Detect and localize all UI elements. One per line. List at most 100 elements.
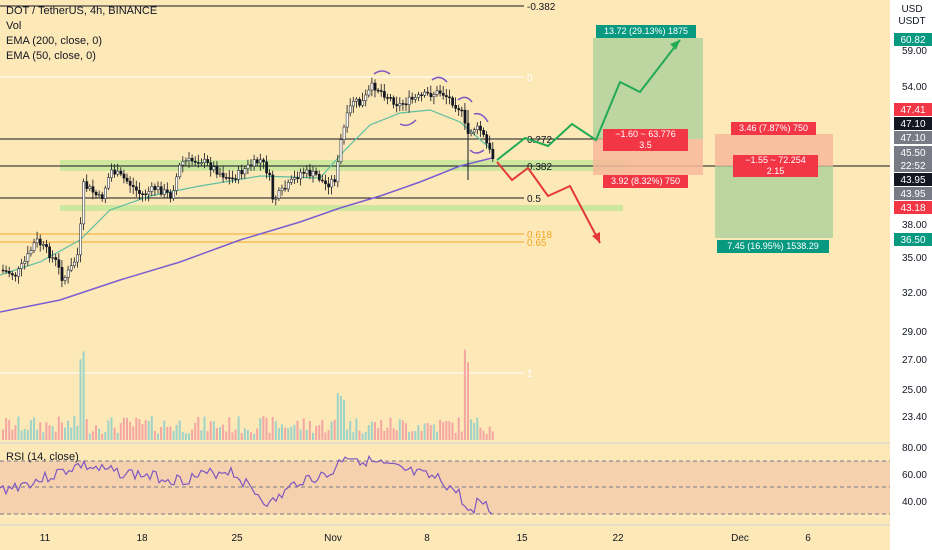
volume-bar: [206, 431, 209, 440]
ema200-legend[interactable]: EMA (200, close, 0): [6, 35, 102, 47]
fib-label: 1: [527, 369, 533, 380]
volume-bar: [153, 430, 156, 440]
fib-label: 0.5: [527, 194, 541, 205]
volume-bar: [290, 426, 293, 440]
volume-bar: [327, 429, 330, 440]
red-projection-arrow[interactable]: [496, 161, 601, 244]
volume-bar: [237, 416, 240, 440]
candle-body: [317, 174, 321, 181]
price-tick: 27.00: [902, 355, 927, 366]
volume-bar: [51, 426, 54, 440]
volume-bar: [439, 419, 442, 440]
ema50-legend[interactable]: EMA (50, close, 0): [6, 50, 96, 62]
volume-bar: [91, 431, 94, 440]
ema-200-line: [0, 157, 493, 313]
volume-bar: [405, 423, 407, 440]
time-axis[interactable]: 11 18 25 Nov 8 15 22 Dec 6: [40, 533, 811, 544]
candle-body: [255, 159, 259, 164]
volume-bar: [318, 425, 321, 440]
candle-body: [14, 274, 17, 277]
time-tick: 25: [231, 533, 243, 544]
price-badge: [894, 33, 932, 46]
volume-bar: [265, 417, 268, 440]
volume-bar: [172, 431, 175, 440]
candle-body: [249, 164, 253, 167]
volume-bar: [262, 416, 265, 440]
candle-body: [472, 129, 476, 133]
candle-body: [392, 97, 396, 105]
candle-body: [373, 82, 377, 91]
price-badge-label: 60.82: [900, 35, 925, 46]
candle-body: [116, 170, 120, 175]
green-projection-arrow[interactable]: [496, 39, 681, 161]
volume-bar: [178, 420, 181, 440]
candle-body: [410, 96, 414, 100]
volume-bar: [33, 417, 35, 440]
volume-bar: [20, 430, 23, 440]
volume-bar: [281, 424, 283, 440]
candle-body: [448, 96, 451, 99]
volume-bar: [429, 424, 432, 440]
price-badge-label: 22:52: [900, 161, 925, 172]
volume-bar: [312, 432, 314, 440]
candle-body: [386, 97, 389, 99]
candle-body: [299, 171, 303, 180]
volume-bar: [191, 429, 194, 440]
volume-bar: [479, 427, 482, 440]
price-badge-label: 43.18: [900, 203, 925, 214]
price-tick: 54.00: [902, 82, 927, 93]
price-badge-label: 45.50: [900, 148, 925, 159]
candle-body: [324, 180, 327, 185]
ema-50-line: [0, 109, 493, 276]
candle-body: [113, 169, 117, 175]
short-position-tool[interactable]: [715, 134, 833, 238]
symbol-title[interactable]: DOT / TetherUS, 4h, BINANCE: [6, 5, 158, 17]
volume-legend[interactable]: Vol: [6, 20, 22, 32]
candle-body: [277, 190, 281, 199]
price-axis[interactable]: 59.00 54.00 38.00 35.00 32.00 29.00 27.00 25.00…: [902, 46, 927, 423]
candle-body: [20, 263, 24, 269]
volume-bar: [383, 430, 386, 440]
candle-body: [463, 109, 467, 124]
candle-body: [290, 178, 293, 183]
candle-body: [420, 94, 423, 96]
volume-bar: [491, 431, 494, 440]
swing-arrows[interactable]: [373, 70, 489, 154]
candle-body: [190, 157, 194, 162]
candle-body: [104, 187, 107, 199]
volume-bar: [296, 420, 299, 440]
volume-bar: [349, 420, 352, 440]
candle-body: [454, 105, 458, 109]
candle-body: [193, 160, 197, 163]
currency-label[interactable]: USD USDT: [892, 4, 932, 28]
volume-bar: [386, 427, 389, 440]
volume-bar: [157, 433, 159, 440]
candle-body: [107, 177, 110, 189]
candle-body: [42, 244, 45, 246]
price-badge: [894, 117, 932, 130]
time-tick: Nov: [324, 533, 342, 544]
volume-bar: [188, 433, 190, 440]
candle-body: [97, 194, 101, 196]
candle-body: [51, 257, 55, 259]
volume-bar: [271, 416, 274, 440]
ema-50-path: [0, 109, 493, 276]
candle-body: [302, 171, 306, 174]
volume-bar: [401, 420, 404, 440]
long-ratio-line2: 3.5: [639, 140, 652, 150]
volume-bar: [287, 428, 290, 440]
candle-body: [389, 97, 392, 99]
volume-bar: [138, 419, 141, 440]
volume-bar: [442, 422, 445, 440]
rsi-legend[interactable]: RSI (14, close): [6, 451, 79, 463]
currency-line2: USDT: [898, 16, 926, 27]
candle-body: [26, 253, 30, 262]
price-axis-bg[interactable]: [890, 0, 932, 550]
candle-body: [240, 170, 244, 175]
candle-body: [311, 170, 315, 177]
volume-bar: [436, 431, 438, 440]
volume-bar: [454, 432, 457, 440]
candle-body: [228, 177, 231, 179]
